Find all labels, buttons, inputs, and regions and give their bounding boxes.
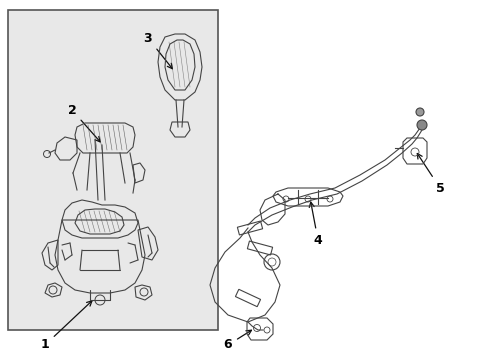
Text: 6: 6 xyxy=(223,330,251,351)
Text: 1: 1 xyxy=(41,301,92,351)
Text: 4: 4 xyxy=(308,202,322,247)
Text: 2: 2 xyxy=(67,104,100,142)
Text: 5: 5 xyxy=(416,153,444,194)
Circle shape xyxy=(415,108,423,116)
Text: 3: 3 xyxy=(143,32,172,69)
Bar xyxy=(8,10,218,330)
Circle shape xyxy=(416,120,426,130)
